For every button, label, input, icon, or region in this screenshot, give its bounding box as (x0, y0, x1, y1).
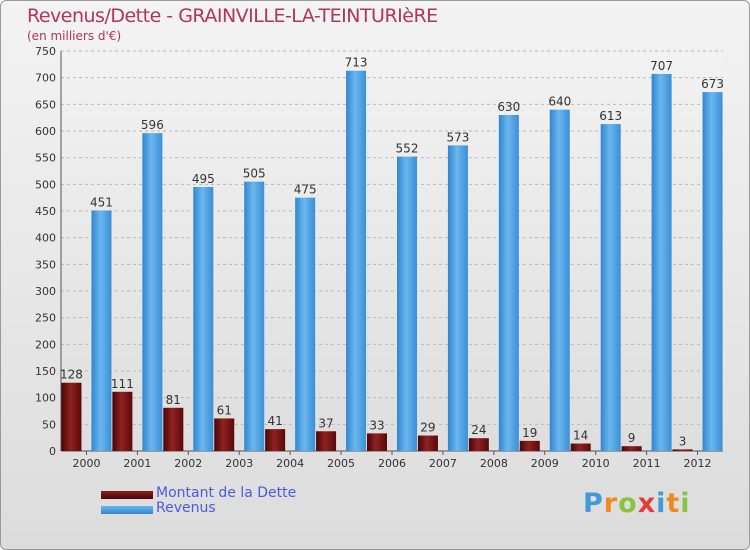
legend-swatch-revenus (101, 506, 153, 514)
y-tick-label: 550 (35, 152, 56, 165)
bar-revenus (346, 70, 367, 451)
x-tick-label: 2009 (531, 457, 559, 470)
y-tick-label: 450 (35, 205, 56, 218)
y-tick-label: 600 (35, 125, 56, 138)
bar-dette (112, 391, 133, 451)
bar-dette (163, 407, 184, 451)
bar-revenus (702, 92, 723, 452)
y-tick-label: 400 (35, 232, 56, 245)
bar-revenus (244, 181, 265, 451)
legend-label-revenus: Revenus (156, 500, 216, 516)
data-label-revenus: 613 (599, 109, 622, 123)
bar-revenus (193, 187, 214, 451)
logo-letter: P (583, 488, 604, 519)
bar-revenus (447, 145, 468, 451)
bar-revenus (295, 197, 316, 451)
data-label-revenus: 475 (294, 183, 317, 197)
legend-label-dette: Montant de la Dette (156, 485, 297, 501)
chart-subtitle: (en milliers d'€) (27, 29, 122, 43)
data-label-dette: 111 (111, 377, 134, 391)
data-label-revenus: 573 (446, 130, 469, 144)
data-label-revenus: 640 (548, 95, 571, 109)
y-tick-label: 350 (35, 258, 56, 271)
x-tick-label: 2001 (123, 457, 151, 470)
bar-dette (570, 443, 591, 451)
logo-letter: i (656, 488, 667, 519)
data-label-dette: 9 (628, 431, 636, 445)
x-tick-label: 2004 (276, 457, 304, 470)
logo-letter: r (603, 488, 619, 519)
bar-dette (519, 440, 540, 451)
bar-dette (316, 431, 337, 451)
y-tick-label: 150 (35, 365, 56, 378)
bar-dette (417, 435, 438, 451)
data-label-revenus: 673 (701, 77, 724, 91)
y-tick-label: 50 (42, 418, 56, 431)
data-label-dette: 41 (268, 414, 283, 428)
data-label-dette: 14 (573, 429, 588, 443)
logo-letter: i (680, 488, 691, 519)
y-tick-label: 200 (35, 338, 56, 351)
data-label-revenus: 713 (345, 56, 368, 70)
logo-letter: t (666, 488, 681, 519)
x-tick-label: 2008 (480, 457, 508, 470)
bar-dette (214, 418, 235, 451)
bar-revenus (498, 115, 519, 451)
bar-dette (621, 446, 642, 451)
y-tick-label: 700 (35, 72, 56, 85)
data-label-dette: 24 (471, 423, 486, 437)
y-tick-label: 650 (35, 98, 56, 111)
data-label-revenus: 707 (650, 59, 673, 73)
data-label-dette: 29 (420, 421, 435, 435)
bar-revenus (397, 156, 417, 451)
x-tick-label: 2005 (327, 457, 355, 470)
x-tick-label: 2006 (378, 457, 406, 470)
logo-letter: x (637, 488, 657, 519)
x-tick-label: 2011 (633, 457, 661, 470)
bar-revenus (142, 133, 163, 451)
bar-revenus (549, 109, 570, 452)
x-tick-label: 2007 (429, 457, 457, 470)
x-tick-label: 2012 (684, 457, 712, 470)
y-tick-label: 100 (35, 392, 56, 405)
x-tick-label: 2010 (582, 457, 610, 470)
bar-dette (61, 382, 82, 451)
y-tick-label: 500 (35, 178, 56, 191)
bar-dette (265, 429, 286, 451)
legend-swatch-dette (101, 491, 153, 499)
x-tick-label: 2000 (72, 457, 100, 470)
proxiti-logo: Proxiti (583, 488, 691, 519)
data-label-revenus: 630 (497, 100, 520, 114)
data-label-dette: 81 (166, 393, 181, 407)
data-label-revenus: 505 (243, 167, 266, 181)
data-label-dette: 3 (679, 434, 687, 448)
bar-revenus (651, 73, 672, 451)
x-tick-label: 2002 (174, 457, 202, 470)
data-label-revenus: 552 (396, 142, 419, 156)
bar-revenus (600, 124, 621, 452)
y-tick-label: 750 (35, 45, 56, 58)
x-tick-label: 2003 (225, 457, 253, 470)
y-tick-label: 0 (49, 445, 56, 458)
data-label-dette: 61 (217, 403, 232, 417)
bar-revenus (91, 210, 112, 451)
data-label-revenus: 495 (192, 172, 215, 186)
logo-letter: o (618, 488, 638, 519)
data-label-dette: 37 (318, 416, 333, 430)
data-label-revenus: 451 (90, 195, 113, 209)
data-label-dette: 19 (522, 426, 537, 440)
data-label-dette: 33 (369, 418, 384, 432)
bar-dette (367, 433, 387, 451)
chart-title: Revenus/Dette - GRAINVILLE-LA-TEINTURIèR… (27, 5, 438, 27)
bar-dette (468, 438, 489, 451)
y-tick-label: 250 (35, 312, 56, 325)
bar-dette (672, 449, 693, 451)
data-label-revenus: 596 (141, 118, 164, 132)
data-label-dette: 128 (60, 368, 83, 382)
y-tick-label: 300 (35, 285, 56, 298)
